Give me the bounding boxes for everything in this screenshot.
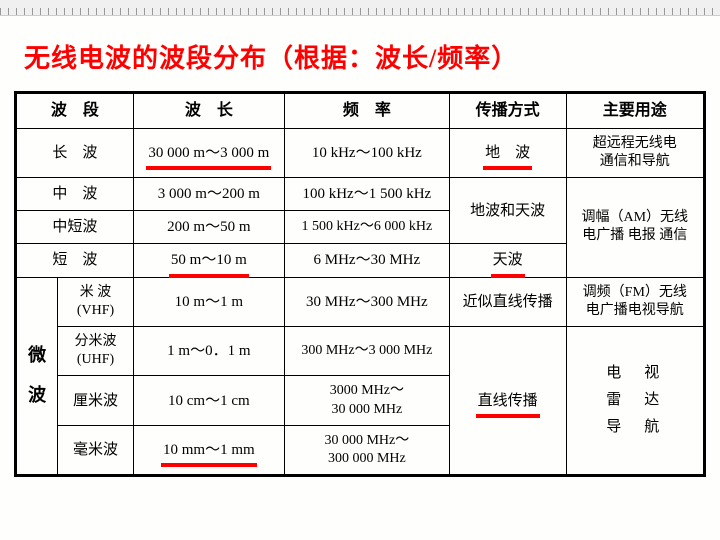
cell-propagation: 近似直线传播	[449, 277, 566, 326]
cell-band: 分米波(UHF)	[58, 327, 134, 376]
cell-frequency: 6 MHz～30 MHz	[284, 244, 449, 277]
cell-band: 短 波	[17, 244, 134, 277]
col-propagation: 传播方式	[449, 94, 566, 129]
cell-frequency: 100 kHz～1 500 kHz	[284, 177, 449, 210]
underline: 地 波	[485, 143, 530, 163]
cell-frequency: 1 500 kHz～6 000 kHz	[284, 211, 449, 244]
cell-wavelength: 10 m～1 m	[133, 277, 284, 326]
cell-frequency: 10 kHz～100 kHz	[284, 128, 449, 177]
cell-wavelength: 200 m～50 m	[133, 211, 284, 244]
cell-wavelength: 50 m～10 m	[133, 244, 284, 277]
band-table: 波 段 波 长 频 率 传播方式 主要用途 长 波 30 000 m～3 000…	[16, 93, 704, 475]
cell-wavelength: 10 cm～1 cm	[133, 376, 284, 425]
cell-wavelength: 1 m～0．1 m	[133, 327, 284, 376]
cell-band: 中短波	[17, 211, 134, 244]
col-band: 波 段	[17, 94, 134, 129]
col-frequency: 频 率	[284, 94, 449, 129]
micro-label: 微波	[17, 277, 58, 475]
cell-propagation: 地 波	[449, 128, 566, 177]
cell-wavelength: 10 mm～1 mm	[133, 425, 284, 474]
table-header-row: 波 段 波 长 频 率 传播方式 主要用途	[17, 94, 704, 129]
underline: 10 mm～1 mm	[163, 440, 255, 460]
cell-wavelength: 30 000 m～3 000 m	[133, 128, 284, 177]
underline: 天波	[493, 250, 523, 270]
cell-frequency: 300 MHz～3 000 MHz	[284, 327, 449, 376]
cell-band: 米 波(VHF)	[58, 277, 134, 326]
underline: 30 000 m～3 000 m	[148, 143, 269, 163]
row-longwave: 长 波 30 000 m～3 000 m 10 kHz～100 kHz 地 波 …	[17, 128, 704, 177]
cell-propagation: 天波	[449, 244, 566, 277]
cell-propagation: 地波和天波	[449, 177, 566, 244]
row-medium: 中 波 3 000 m～200 m 100 kHz～1 500 kHz 地波和天…	[17, 177, 704, 210]
row-vhf: 微波 米 波(VHF) 10 m～1 m 30 MHz～300 MHz 近似直线…	[17, 277, 704, 326]
cell-frequency: 30 000 MHz～300 000 MHz	[284, 425, 449, 474]
col-usage: 主要用途	[566, 94, 703, 129]
cell-band: 厘米波	[58, 376, 134, 425]
ruler-top	[0, 0, 720, 16]
col-wavelength: 波 长	[133, 94, 284, 129]
cell-propagation: 直线传播	[449, 327, 566, 475]
row-uhf: 分米波(UHF) 1 m～0．1 m 300 MHz～3 000 MHz 直线传…	[17, 327, 704, 376]
cell-usage: 电 视雷 达导 航	[566, 327, 703, 475]
cell-wavelength: 3 000 m～200 m	[133, 177, 284, 210]
cell-band: 长 波	[17, 128, 134, 177]
cell-usage: 超远程无线电通信和导航	[566, 128, 703, 177]
underline: 50 m～10 m	[171, 250, 247, 270]
cell-band: 中 波	[17, 177, 134, 210]
band-table-container: 波 段 波 长 频 率 传播方式 主要用途 长 波 30 000 m～3 000…	[14, 91, 706, 477]
cell-frequency: 30 MHz～300 MHz	[284, 277, 449, 326]
page-title: 无线电波的波段分布（根据：波长/频率）	[0, 16, 720, 91]
cell-usage: 调幅（AM）无线电广播 电报 通信	[566, 177, 703, 277]
underline: 直线传播	[478, 391, 538, 411]
cell-band: 毫米波	[58, 425, 134, 474]
cell-frequency: 3000 MHz～30 000 MHz	[284, 376, 449, 425]
cell-usage: 调频（FM）无线电广播电视导航	[566, 277, 703, 326]
